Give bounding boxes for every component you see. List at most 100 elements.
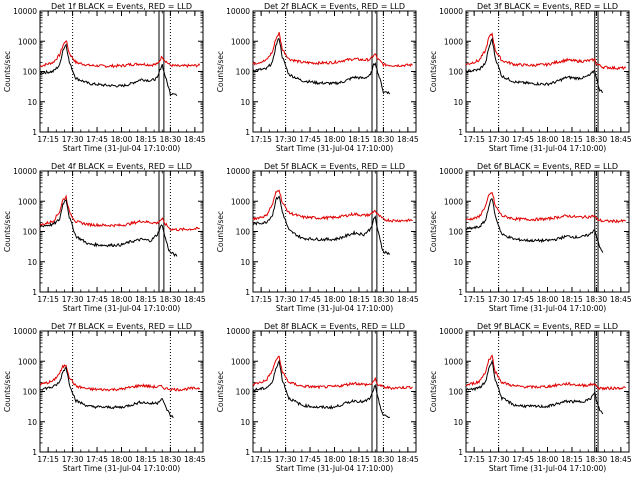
x-tick-label: 17:15 <box>463 455 485 464</box>
y-tick-label: 10 <box>453 418 463 427</box>
panel-det-7f: Det 7f BLACK = Events, RED = LLD 1 10 100 10… <box>3 322 206 473</box>
y-axis-label: Counts/sec <box>216 51 225 92</box>
x-tick-label: 18:30 <box>373 295 395 304</box>
x-tick-label: 18:00 <box>537 135 559 144</box>
x-tick-label: 17:45 <box>512 135 534 144</box>
x-tick-label: 18:45 <box>184 455 206 464</box>
y-tick-label: 100 <box>23 68 38 77</box>
y-tick-label: 10 <box>240 98 250 107</box>
x-axis-label: Start Time (31-Jul-04 17:10:00) <box>489 464 606 473</box>
panel-det-4f: Det 4f BLACK = Events, RED = LLD 1 10 100 10… <box>3 162 206 313</box>
x-tick-label: 17:15 <box>37 135 59 144</box>
y-tick-label: 1 <box>245 128 250 137</box>
series-lld-line <box>39 40 201 69</box>
x-tick-label: 17:30 <box>275 135 297 144</box>
x-axis-label: Start Time (31-Jul-04 17:10:00) <box>63 464 180 473</box>
y-tick-label: 100 <box>449 388 464 397</box>
panel-title: Det 1f BLACK = Events, RED = LLD <box>51 2 192 11</box>
x-axis-label: Start Time (31-Jul-04 17:10:00) <box>63 304 180 313</box>
y-tick-label: 1 <box>458 288 463 297</box>
y-tick-label: 1 <box>458 128 463 137</box>
x-tick-label: 18:30 <box>586 135 608 144</box>
panel-title: Det 3f BLACK = Events, RED = LLD <box>477 2 618 11</box>
y-tick-label: 1000 <box>444 357 463 366</box>
x-tick-label: 18:30 <box>586 295 608 304</box>
y-axis-label: Counts/sec <box>3 51 12 92</box>
y-tick-label: 100 <box>236 228 251 237</box>
series-lld-line <box>465 31 627 71</box>
x-tick-label: 17:15 <box>37 295 59 304</box>
y-tick-label: 1 <box>245 288 250 297</box>
x-tick-label: 18:30 <box>373 135 395 144</box>
y-tick-label: 1000 <box>18 37 37 46</box>
y-tick-label: 10 <box>27 258 37 267</box>
x-tick-label: 18:15 <box>561 455 583 464</box>
y-tick-label: 1 <box>32 288 37 297</box>
y-tick-label: 10000 <box>13 167 37 176</box>
x-tick-label: 18:30 <box>586 455 608 464</box>
x-tick-label: 18:15 <box>135 135 157 144</box>
y-tick-label: 1000 <box>231 37 250 46</box>
panel-det-8f: Det 8f BLACK = Events, RED = LLD 1 10 100 10… <box>216 322 419 473</box>
x-tick-label: 18:45 <box>610 455 632 464</box>
x-tick-label: 18:45 <box>397 295 419 304</box>
x-axis-label: Start Time (31-Jul-04 17:10:00) <box>489 304 606 313</box>
series-events-line <box>465 359 604 415</box>
y-axis-label: Counts/sec <box>429 211 438 252</box>
x-tick-label: 17:30 <box>62 455 84 464</box>
x-axis-label: Start Time (31-Jul-04 17:10:00) <box>63 144 180 153</box>
series-lld-line <box>465 354 626 391</box>
x-tick-label: 18:45 <box>184 135 206 144</box>
series-events-line <box>465 37 604 94</box>
x-tick-label: 17:30 <box>62 135 84 144</box>
y-axis-label: Counts/sec <box>3 211 12 252</box>
x-tick-label: 17:15 <box>250 135 272 144</box>
y-tick-label: 10 <box>27 418 37 427</box>
y-axis-label: Counts/sec <box>216 211 225 252</box>
series-events-line <box>252 38 391 95</box>
panel-det-9f: Det 9f BLACK = Events, RED = LLD 1 10 100 10… <box>429 322 632 473</box>
panel-title: Det 9f BLACK = Events, RED = LLD <box>477 322 618 331</box>
series-lld-line <box>465 191 626 224</box>
x-axis-label: Start Time (31-Jul-04 17:10:00) <box>276 144 393 153</box>
panel-det-2f: Det 2f BLACK = Events, RED = LLD 1 10 100 10… <box>216 2 419 153</box>
x-tick-label: 17:45 <box>512 455 534 464</box>
x-tick-label: 17:30 <box>488 135 510 144</box>
x-tick-label: 17:30 <box>488 295 510 304</box>
x-tick-label: 18:45 <box>610 135 632 144</box>
panel-title: Det 7f BLACK = Events, RED = LLD <box>51 322 192 331</box>
series-events-line <box>252 359 390 419</box>
x-tick-label: 17:45 <box>299 295 321 304</box>
x-tick-label: 18:00 <box>324 455 346 464</box>
y-tick-label: 1000 <box>444 37 463 46</box>
x-tick-label: 18:15 <box>561 295 583 304</box>
y-tick-label: 1 <box>32 128 37 137</box>
panel-det-1f: Det 1f BLACK = Events, RED = LLD 1 10 100 10… <box>3 2 206 153</box>
x-tick-label: 18:30 <box>160 135 182 144</box>
x-tick-label: 18:30 <box>373 455 395 464</box>
x-tick-label: 18:30 <box>160 455 182 464</box>
x-tick-label: 18:00 <box>111 455 133 464</box>
x-tick-label: 18:15 <box>348 295 370 304</box>
y-tick-label: 10000 <box>226 167 250 176</box>
x-tick-label: 17:30 <box>62 295 84 304</box>
x-tick-label: 17:30 <box>275 295 297 304</box>
y-tick-label: 10 <box>453 258 463 267</box>
x-tick-label: 18:45 <box>397 455 419 464</box>
y-tick-label: 1 <box>458 448 463 457</box>
panel-title: Det 6f BLACK = Events, RED = LLD <box>477 162 618 171</box>
series-lld-line <box>39 194 200 232</box>
x-tick-label: 18:00 <box>324 295 346 304</box>
x-tick-label: 17:45 <box>299 135 321 144</box>
x-tick-label: 17:15 <box>250 295 272 304</box>
series-events-line <box>39 43 178 97</box>
y-tick-label: 10000 <box>439 7 463 16</box>
x-tick-label: 17:15 <box>250 455 272 464</box>
x-tick-label: 17:15 <box>37 455 59 464</box>
x-tick-label: 17:45 <box>86 295 108 304</box>
x-tick-label: 17:45 <box>299 455 321 464</box>
x-tick-label: 18:15 <box>135 455 157 464</box>
series-events-line <box>39 198 178 257</box>
x-tick-label: 18:15 <box>348 135 370 144</box>
series-lld-line <box>252 31 413 68</box>
